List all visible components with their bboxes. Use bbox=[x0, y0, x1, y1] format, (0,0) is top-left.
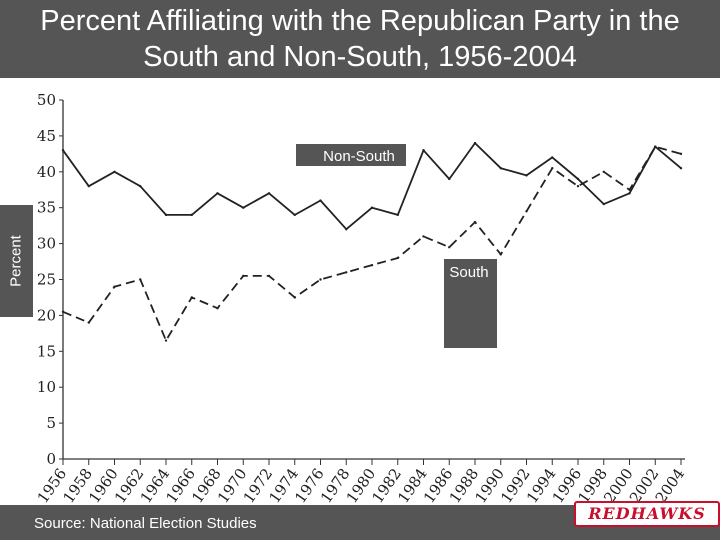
data-point-south bbox=[422, 235, 425, 238]
data-point-south bbox=[216, 307, 219, 310]
data-point-non-south bbox=[345, 228, 348, 231]
title-bar bbox=[0, 0, 720, 78]
series-label-south: South bbox=[449, 264, 488, 281]
data-point-south bbox=[267, 274, 271, 278]
data-point-non-south bbox=[242, 206, 245, 209]
y-axis-label-box bbox=[0, 205, 33, 317]
data-point-non-south bbox=[679, 167, 683, 170]
data-point-south bbox=[679, 152, 683, 156]
series-label-non-south: Non-South bbox=[323, 148, 395, 165]
data-point-south bbox=[473, 220, 477, 224]
y-tick-label: 25 bbox=[37, 271, 56, 289]
y-tick-label: 40 bbox=[37, 163, 56, 181]
data-point-south bbox=[87, 321, 90, 324]
data-point-south bbox=[370, 263, 374, 267]
data-point-south bbox=[628, 188, 631, 191]
data-point-south bbox=[654, 145, 657, 148]
data-point-south bbox=[164, 339, 168, 342]
data-point-non-south bbox=[422, 149, 425, 152]
data-point-south bbox=[499, 253, 502, 256]
data-point-non-south bbox=[139, 184, 142, 188]
data-point-south bbox=[293, 296, 296, 299]
x-tick-label: 2004 bbox=[652, 465, 689, 505]
y-tick-label: 50 bbox=[37, 91, 56, 109]
y-tick-label: 10 bbox=[37, 378, 56, 396]
data-point-south bbox=[551, 167, 554, 170]
data-point-non-south bbox=[576, 177, 580, 181]
non-south-label-box bbox=[296, 144, 406, 166]
data-point-non-south bbox=[499, 167, 502, 170]
data-point-non-south bbox=[113, 170, 116, 173]
data-point-non-south bbox=[61, 149, 65, 152]
data-point-south bbox=[345, 271, 348, 274]
y-tick-label: 20 bbox=[37, 306, 56, 324]
data-point-south bbox=[448, 245, 451, 249]
data-point-non-south bbox=[448, 177, 451, 181]
data-point-non-south bbox=[602, 202, 605, 206]
south-label-box bbox=[444, 259, 497, 348]
data-point-non-south bbox=[370, 206, 374, 209]
y-tick-label: 45 bbox=[37, 127, 56, 145]
data-point-non-south bbox=[525, 174, 528, 177]
y-tick-label: 5 bbox=[46, 414, 56, 432]
y-tick-label: 35 bbox=[37, 199, 56, 217]
data-point-south bbox=[576, 184, 580, 188]
data-point-south bbox=[61, 310, 65, 314]
data-point-south bbox=[139, 278, 142, 281]
y-tick-label: 30 bbox=[37, 235, 56, 253]
data-point-south bbox=[242, 274, 245, 278]
data-point-non-south bbox=[319, 199, 322, 202]
y-tick-label: 0 bbox=[46, 450, 56, 468]
data-point-non-south bbox=[87, 184, 90, 188]
data-point-non-south bbox=[293, 213, 296, 217]
data-point-non-south bbox=[473, 141, 477, 145]
data-point-south bbox=[396, 256, 399, 260]
data-point-south bbox=[190, 296, 193, 299]
data-point-non-south bbox=[551, 156, 554, 159]
data-point-south bbox=[525, 210, 528, 213]
y-tick-label: 15 bbox=[37, 342, 56, 360]
source-note: Source: National Election Studies bbox=[34, 515, 257, 532]
page-title: Percent Affiliating with the Republican … bbox=[40, 5, 680, 73]
data-point-non-south bbox=[216, 192, 219, 195]
redhawks-logo: REDHAWKS bbox=[574, 501, 720, 527]
series-line-south bbox=[62, 145, 682, 342]
line-chart: 0510152025303540455019561958196019621964… bbox=[34, 91, 689, 505]
data-point-non-south bbox=[628, 192, 631, 195]
data-point-south bbox=[113, 285, 116, 288]
data-point-south bbox=[602, 170, 605, 173]
data-point-non-south bbox=[267, 192, 271, 195]
data-point-non-south bbox=[396, 213, 399, 217]
data-point-non-south bbox=[190, 213, 193, 217]
data-point-non-south bbox=[164, 213, 168, 217]
data-point-south bbox=[319, 278, 322, 281]
